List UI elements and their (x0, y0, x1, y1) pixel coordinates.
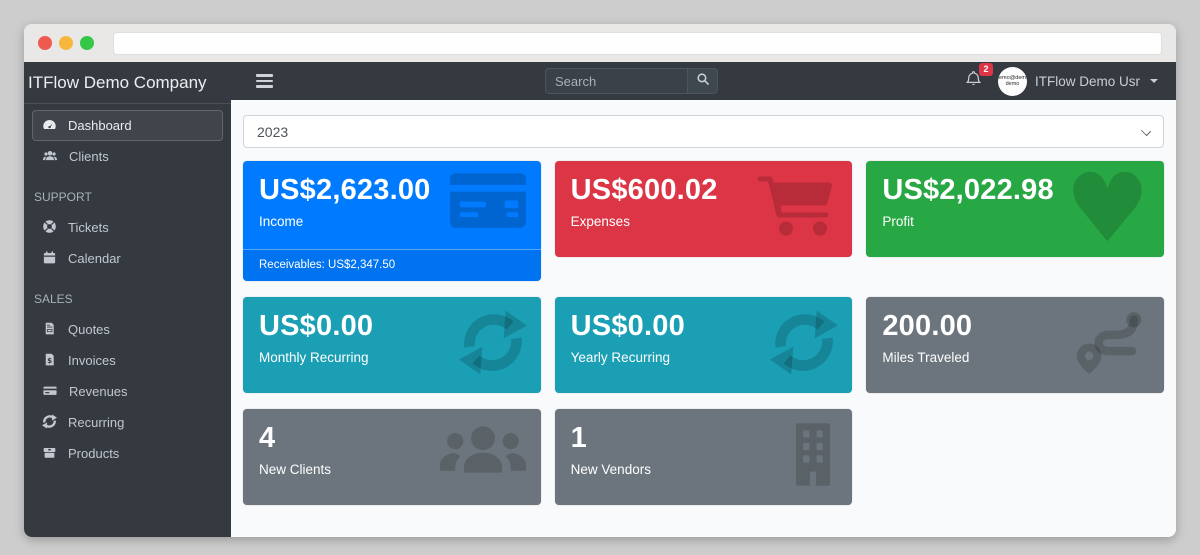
maximize-window-icon[interactable] (80, 36, 94, 50)
sidebar-item-label: Quotes (68, 322, 110, 337)
card-profit: US$2,022.98 Profit ♥ (866, 161, 1164, 257)
sidebar-item-recurring[interactable]: Recurring (32, 407, 223, 438)
monthly-recurring-label: Monthly Recurring (259, 350, 369, 365)
search-button[interactable] (687, 68, 718, 94)
users-icon (439, 425, 527, 490)
sidebar-item-quotes[interactable]: Quotes (32, 314, 223, 345)
address-bar[interactable] (113, 31, 1162, 55)
sidebar-item-revenues[interactable]: Revenues (32, 376, 223, 407)
search-input[interactable] (545, 68, 687, 94)
expenses-value: US$600.02 (570, 174, 718, 206)
expenses-label: Expenses (570, 214, 630, 229)
shopping-cart-icon (757, 175, 838, 244)
sidebar-item-label: Revenues (69, 384, 128, 399)
bell-icon (965, 71, 982, 91)
route-icon (1074, 308, 1150, 383)
close-window-icon[interactable] (38, 36, 52, 50)
avatar: demo@demodemo (997, 66, 1027, 96)
user-name: ITFlow Demo Usr (1034, 73, 1140, 89)
monthly-recurring-value: US$0.00 (259, 310, 374, 342)
profit-label: Profit (882, 214, 914, 229)
sidebar-item-label: Clients (69, 149, 109, 164)
sidebar-section-support: SUPPORT (34, 190, 92, 204)
building-icon (788, 419, 838, 496)
card-miles-traveled: 200.00 Miles Traveled (866, 297, 1164, 393)
sidebar-item-label: Dashboard (68, 118, 132, 133)
income-label: Income (259, 214, 304, 229)
card-income: US$2,623.00 Income Receivables: US$2,347… (243, 161, 541, 281)
card-monthly-recurring: US$0.00 Monthly Recurring (243, 297, 541, 393)
new-vendors-label: New Vendors (570, 462, 651, 477)
sidebar-item-products[interactable]: Products (32, 438, 223, 469)
profit-value: US$2,022.98 (882, 174, 1054, 206)
new-clients-value: 4 (259, 422, 276, 454)
chevron-down-icon (1150, 79, 1158, 83)
notifications-button[interactable]: 2 (961, 63, 993, 95)
sidebar-item-label: Invoices (68, 353, 116, 368)
calendar-icon (42, 250, 57, 268)
sync-icon (458, 309, 527, 382)
heart-icon: ♥ (1064, 161, 1150, 257)
gauge-icon (42, 117, 57, 135)
file-invoice-dollar-icon: $ (42, 352, 57, 370)
sidebar-item-calendar[interactable]: Calendar (32, 243, 223, 274)
svg-text:$: $ (47, 355, 52, 364)
money-check-icon (42, 383, 58, 401)
income-receivables: Receivables: US$2,347.50 (243, 249, 541, 281)
select-chevron-icon (1140, 125, 1152, 137)
sidebar-item-label: Calendar (68, 251, 121, 266)
sidebar-item-dashboard[interactable]: Dashboard (32, 110, 223, 141)
notification-badge: 2 (978, 63, 993, 76)
user-menu[interactable]: demo@demodemo ITFlow Demo Usr (997, 66, 1160, 96)
users-icon (42, 148, 58, 166)
yearly-recurring-label: Yearly Recurring (570, 350, 670, 365)
miles-traveled-value: 200.00 (882, 310, 973, 342)
sidebar-item-label: Products (68, 446, 120, 461)
minimize-window-icon[interactable] (59, 36, 73, 50)
income-value: US$2,623.00 (259, 174, 431, 206)
credit-card-icon (449, 172, 527, 234)
sidebar-item-clients[interactable]: Clients (32, 141, 223, 172)
dashboard-content: 2023 US$2,623.00 Income Receivables: US$… (231, 100, 1176, 537)
sync-icon (42, 413, 57, 432)
card-new-clients: 4 New Clients (243, 409, 541, 505)
browser-titlebar (24, 24, 1176, 62)
year-select[interactable]: 2023 (243, 115, 1164, 148)
sidebar-item-label: Tickets (68, 220, 109, 235)
sidebar-item-label: Recurring (68, 415, 125, 430)
file-invoice-icon (42, 321, 57, 339)
search-group (545, 68, 718, 94)
card-new-vendors: 1 New Vendors (554, 409, 853, 505)
browser-window: ITFlow Demo Company Dashboard Clients SU… (24, 24, 1176, 537)
sidebar: ITFlow Demo Company Dashboard Clients SU… (24, 62, 231, 537)
life-ring-icon (42, 219, 57, 237)
sync-icon (770, 309, 839, 382)
miles-traveled-label: Miles Traveled (882, 350, 970, 365)
search-icon (696, 72, 710, 91)
top-navbar: 2 demo@demodemo ITFlow Demo Usr (231, 62, 1176, 100)
sidebar-item-tickets[interactable]: Tickets (32, 212, 223, 243)
year-select-value: 2023 (257, 123, 289, 140)
brand-title[interactable]: ITFlow Demo Company (24, 62, 231, 104)
yearly-recurring-value: US$0.00 (570, 310, 685, 342)
sidebar-item-invoices[interactable]: $ Invoices (32, 345, 223, 376)
box-icon (42, 445, 57, 463)
card-yearly-recurring: US$0.00 Yearly Recurring (554, 297, 853, 393)
card-expenses: US$600.02 Expenses (554, 161, 853, 257)
sidebar-section-sales: SALES (34, 292, 73, 306)
new-vendors-value: 1 (570, 422, 587, 454)
new-clients-label: New Clients (259, 462, 332, 477)
menu-toggle-button[interactable] (256, 74, 273, 88)
